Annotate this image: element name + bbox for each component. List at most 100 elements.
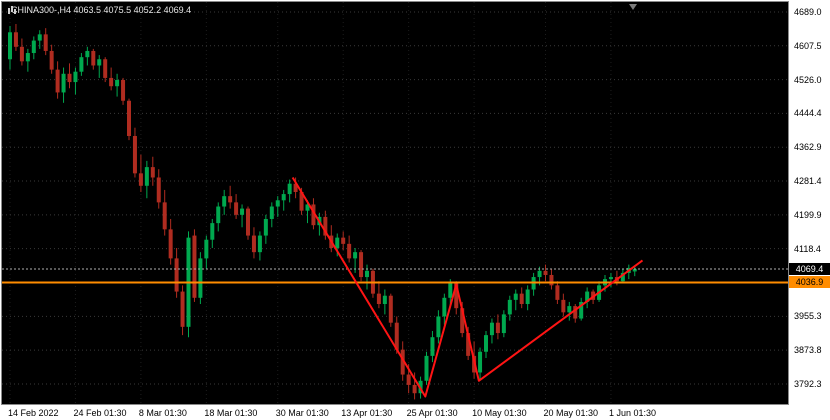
candle-body: [454, 283, 459, 309]
candle-body: [132, 136, 137, 174]
candle-body: [121, 79, 126, 101]
candle-body: [388, 295, 393, 323]
time-tick-label: 18 Mar 01:30: [204, 408, 258, 418]
time-tick-label: 24 Feb 01:30: [73, 408, 127, 418]
candle-body: [293, 183, 298, 193]
candle-body: [365, 270, 369, 278]
candle-body: [519, 293, 524, 305]
trend-zigzag-line[interactable]: [291, 176, 644, 398]
candle-body: [115, 79, 120, 87]
candle-body: [138, 173, 143, 186]
candle-body: [359, 252, 364, 278]
candle-body: [323, 216, 328, 236]
horizontal-line-price-label: 4036.9: [789, 276, 830, 289]
candle-body: [61, 73, 66, 93]
candle-body: [281, 194, 286, 201]
candle-body: [299, 192, 304, 211]
price-tick-label: 4607.5: [794, 40, 822, 51]
candle-body: [442, 297, 447, 317]
candle-body: [13, 32, 18, 47]
current-price-label: 4069.4: [789, 263, 830, 275]
candle-body: [180, 291, 185, 327]
candle-body: [37, 34, 42, 41]
candle-body: [103, 59, 108, 78]
candlestick-chart: [2, 2, 788, 404]
time-tick-label: 25 Apr 01:30: [406, 408, 458, 418]
horizontal-line-price-value: 4036.9: [795, 277, 824, 288]
candle-body: [561, 299, 566, 313]
candle-body: [8, 32, 12, 60]
price-tick-label: 3792.3: [794, 378, 822, 389]
candle-body: [269, 206, 274, 219]
candle-body: [620, 272, 625, 282]
candle-body: [127, 100, 131, 136]
candle-body: [400, 349, 405, 375]
candle-body: [376, 293, 381, 305]
candle-body: [216, 206, 221, 224]
candle-body: [501, 314, 506, 334]
price-tick-label: 3873.8: [794, 345, 822, 356]
price-tick-label: 4444.4: [794, 108, 822, 119]
candle-body: [73, 71, 78, 83]
price-tick-label: 4281.4: [794, 176, 822, 187]
time-tick-label: 10 May 01:30: [472, 408, 527, 418]
price-axis[interactable]: 4689.0 4607.5 4526.0 4444.4 4362.9 4281.4 4199…: [790, 0, 830, 406]
time-tick-label: 20 May 01:30: [543, 408, 599, 418]
candle-body: [585, 291, 590, 302]
candle-body: [543, 270, 548, 275]
candle-body: [25, 53, 30, 62]
price-tick-label: 4689.0: [794, 6, 822, 17]
candle-body: [406, 374, 411, 385]
candle-body: [555, 285, 560, 300]
candle-body: [347, 243, 352, 259]
candle-body: [489, 322, 494, 336]
candle-body: [466, 333, 471, 356]
candle-body: [251, 235, 256, 253]
time-tick-label: 14 Feb 2022: [8, 408, 59, 418]
price-tick-label: 4526.0: [794, 74, 822, 85]
candle-body: [632, 269, 637, 272]
candle-body: [198, 258, 203, 298]
chart-shift-marker-icon[interactable]: [629, 4, 637, 10]
candle-body: [412, 384, 417, 394]
chart-title: CHINA300-,H4 4063.5 4075.5 4052.2 4069.4: [7, 5, 191, 15]
candle-body: [156, 177, 161, 203]
candle-body: [192, 235, 197, 298]
candle-body: [168, 229, 173, 259]
candle-body: [234, 202, 239, 215]
candle-body: [460, 308, 465, 334]
candle-body: [495, 322, 500, 334]
candle-body: [549, 274, 554, 286]
candle-body: [150, 167, 155, 178]
candle-body: [55, 69, 60, 93]
time-tick-label: 8 Mar 01:30: [138, 408, 187, 418]
chart-plot-area[interactable]: CHINA300-,H4 4063.5 4075.5 4052.2 4069.4: [1, 1, 789, 405]
candle-body: [275, 200, 280, 207]
candle-body: [204, 239, 209, 259]
candle-body: [79, 57, 84, 72]
candle-body: [263, 218, 268, 236]
candle-body: [228, 196, 233, 203]
candle-body: [484, 335, 488, 352]
time-axis[interactable]: 14 Feb 2022 24 Feb 01:30 8 Mar 01:30 18 Mar…: [0, 406, 790, 420]
chart-title-text: CHINA300-,H4 4063.5 4075.5 4052.2 4069.4: [11, 5, 192, 15]
candle-body: [436, 316, 441, 338]
candle-body: [507, 299, 512, 315]
candle-body: [448, 283, 453, 298]
candle-body: [424, 355, 429, 381]
candle-body: [210, 223, 215, 240]
price-tick-label: 4362.9: [794, 142, 822, 153]
price-tick-label: 3955.3: [794, 311, 822, 322]
candle-body: [240, 208, 245, 215]
candle-body: [162, 202, 167, 230]
current-price-value: 4069.4: [795, 264, 824, 274]
price-tick-label: 4118.4: [794, 243, 821, 254]
candle-body: [608, 277, 613, 280]
time-tick-label: 13 Apr 01:30: [341, 408, 393, 418]
candle-body: [430, 337, 435, 356]
candle-body: [222, 196, 227, 207]
price-tick-label: 4199.9: [794, 209, 822, 220]
candle-body: [43, 34, 48, 51]
candle-body: [394, 322, 399, 350]
candle-body: [257, 235, 262, 253]
